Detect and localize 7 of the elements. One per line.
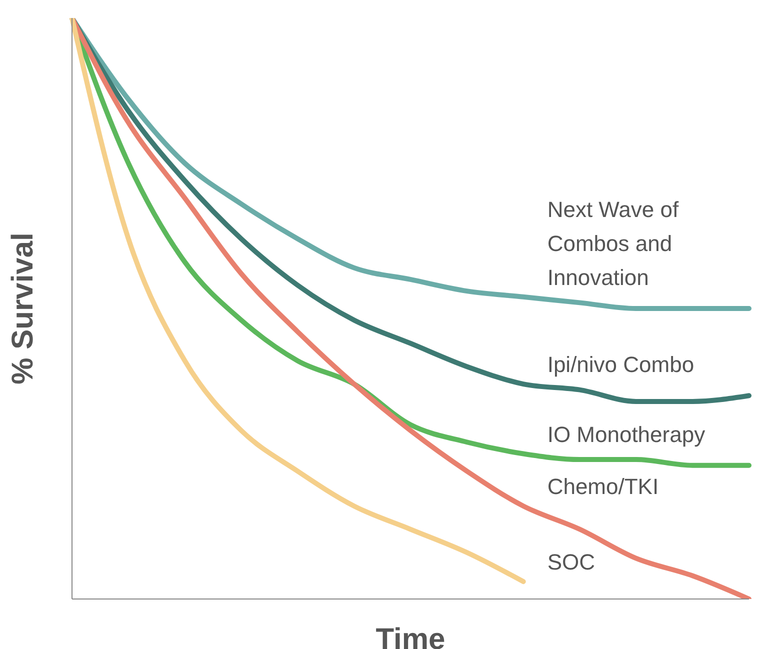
series-label: Next Wave of Combos and Innovation bbox=[547, 196, 680, 290]
series-label: SOC bbox=[547, 550, 596, 575]
series-label: Chemo/TKI bbox=[547, 474, 659, 500]
series-label: Ipi/nivo Combo bbox=[547, 352, 694, 378]
series-label: IO Monotherapy bbox=[547, 422, 706, 447]
x-axis-title: Time bbox=[376, 623, 446, 649]
y-axis-title: % Survival bbox=[6, 232, 40, 384]
